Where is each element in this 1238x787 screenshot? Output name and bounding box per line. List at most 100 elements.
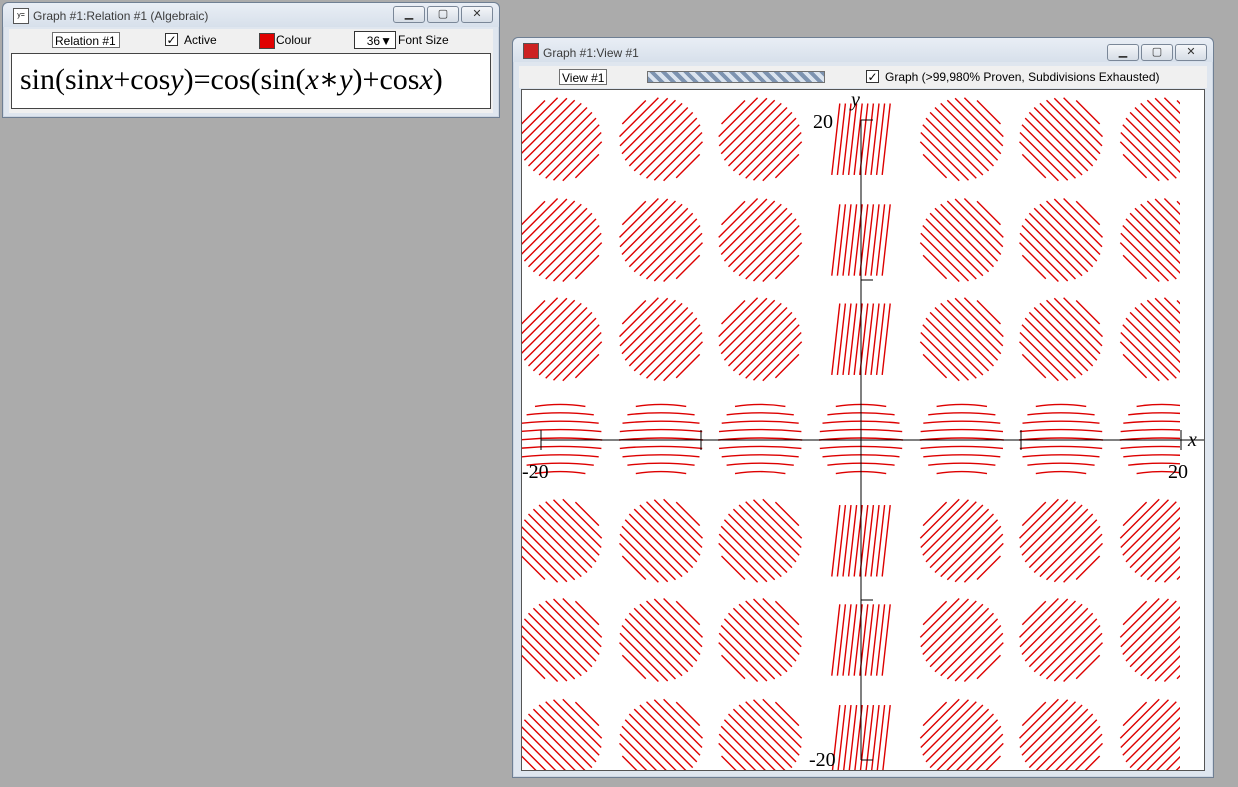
minimize-button[interactable]: ▁: [393, 6, 425, 23]
curve-cell: [522, 498, 603, 583]
curve-cell: [718, 403, 803, 475]
relation-window: y= Graph #1:Relation #1 (Algebraic) ▁ ▢ …: [2, 2, 500, 118]
eq-var: x: [419, 63, 433, 96]
curve-cell: [1119, 297, 1180, 382]
y-max-tick-label: 20: [813, 111, 833, 133]
y-axis-label: y: [849, 90, 860, 111]
curve-cell: [1119, 97, 1180, 182]
curve-cell: [919, 198, 1004, 282]
minimize-icon: ▁: [404, 8, 414, 20]
x-max-tick-label: 20: [1168, 461, 1188, 483]
curve-cell: [718, 198, 803, 282]
curve-group: [522, 97, 1180, 770]
colour-label: Colour: [276, 33, 312, 47]
curve-cell: [1018, 403, 1104, 475]
eq-part: +cos: [113, 63, 171, 96]
curve-cell: [1019, 698, 1103, 770]
graph-status-label: Graph (>99,980% Proven, Subdivisions Exh…: [885, 70, 1160, 84]
curve-cell: [522, 297, 603, 382]
curve-cell: [831, 705, 891, 770]
curve-cell: [831, 303, 891, 375]
relation-toolbar: Relation #1 ✓ Active Colour 36▼ Font Siz…: [9, 29, 493, 113]
eq-part: sin(sin: [20, 63, 101, 96]
active-label: Active: [184, 33, 217, 47]
curve-cell: [522, 97, 603, 182]
view-window-title: Graph #1:View #1: [543, 46, 639, 60]
curve-cell: [1019, 598, 1103, 682]
eq-part: ): [432, 63, 443, 96]
y-min-tick-label: -20: [809, 749, 836, 770]
x-axis-label: x: [1187, 429, 1197, 451]
curve-cell: [718, 698, 803, 770]
curve-cell: [1019, 97, 1103, 182]
y=-icon: y=: [13, 8, 29, 24]
maximize-icon: ▢: [437, 8, 449, 20]
maximize-button[interactable]: ▢: [427, 6, 459, 23]
maximize-icon: ▢: [1151, 46, 1163, 58]
view-titlebar[interactable]: Graph #1:View #1 ▁ ▢ ✕: [513, 38, 1213, 62]
relation-name-field[interactable]: Relation #1: [52, 32, 120, 48]
curve-cell: [1119, 698, 1180, 770]
close-icon: ✕: [472, 8, 482, 20]
curve-cell: [831, 505, 891, 577]
curve-cell: [522, 403, 603, 475]
curve-cell: [831, 103, 891, 175]
close-icon: ✕: [1186, 46, 1196, 58]
eq-var: x: [305, 63, 319, 96]
curve-cell: [919, 297, 1004, 382]
minimize-button[interactable]: ▁: [1107, 44, 1139, 61]
eq-var: x: [100, 63, 114, 96]
curve-cell: [919, 498, 1004, 583]
curve-cell: [1019, 498, 1103, 583]
curve-cell: [1119, 598, 1180, 682]
graph-window-icon: [523, 43, 539, 59]
font-size-value: 36: [366, 34, 381, 48]
curve-cell: [618, 403, 704, 475]
graph-progress-bar: [647, 71, 825, 83]
curve-cell: [919, 698, 1004, 770]
curve-cell: [1019, 297, 1103, 382]
eq-var: y: [170, 63, 184, 96]
curve-cell: [619, 598, 703, 682]
eq-part: )=cos(sin(: [183, 63, 306, 96]
active-checkbox[interactable]: ✓: [165, 33, 178, 47]
curve-cell: [522, 698, 603, 770]
curve-cell: [919, 598, 1004, 682]
equation-editor[interactable]: sin(sinx+cosy)=cos(sin(x∗y)+cosx): [11, 53, 491, 109]
implicit-plot: y x 20 -20 -20 20: [522, 90, 1204, 770]
view-name-field[interactable]: View #1: [559, 69, 607, 85]
curve-cell: [619, 498, 703, 583]
maximize-button[interactable]: ▢: [1141, 44, 1173, 61]
curve-cell: [718, 598, 803, 682]
curve-cell: [619, 698, 703, 770]
relation-window-title: Graph #1:Relation #1 (Algebraic): [33, 9, 209, 23]
curve-cell: [718, 297, 803, 382]
eq-part: ∗: [318, 63, 340, 96]
curve-cell: [1119, 498, 1180, 583]
x-min-tick-label: -20: [522, 461, 549, 483]
font-size-label: Font Size: [398, 33, 449, 47]
curve-cell: [919, 97, 1004, 182]
font-size-dropdown[interactable]: 36▼: [354, 31, 396, 49]
curve-cell: [619, 297, 703, 382]
curve-cell: [718, 97, 803, 182]
colour-swatch-button[interactable]: [259, 33, 275, 49]
curve-cell: [522, 198, 603, 282]
curve-cell: [1019, 198, 1103, 282]
eq-part: )+cos: [352, 63, 420, 96]
curve-cell: [1119, 198, 1180, 282]
graph-plot-area[interactable]: y x 20 -20 -20 20: [521, 89, 1205, 771]
minimize-icon: ▁: [1118, 46, 1128, 58]
view-toolbar: View #1 ✓ Graph (>99,980% Proven, Subdiv…: [519, 66, 1207, 88]
graph-checkbox[interactable]: ✓: [866, 70, 879, 84]
eq-var: y: [339, 63, 353, 96]
close-button[interactable]: ✕: [1175, 44, 1207, 61]
curve-cell: [919, 403, 1004, 475]
curve-cell: [831, 204, 891, 276]
curve-cell: [831, 604, 891, 676]
curve-cell: [718, 498, 803, 583]
chevron-down-icon: ▼: [380, 34, 392, 48]
relation-titlebar[interactable]: y= Graph #1:Relation #1 (Algebraic) ▁ ▢ …: [3, 3, 499, 27]
curve-cell: [1119, 403, 1180, 475]
close-button[interactable]: ✕: [461, 6, 493, 23]
